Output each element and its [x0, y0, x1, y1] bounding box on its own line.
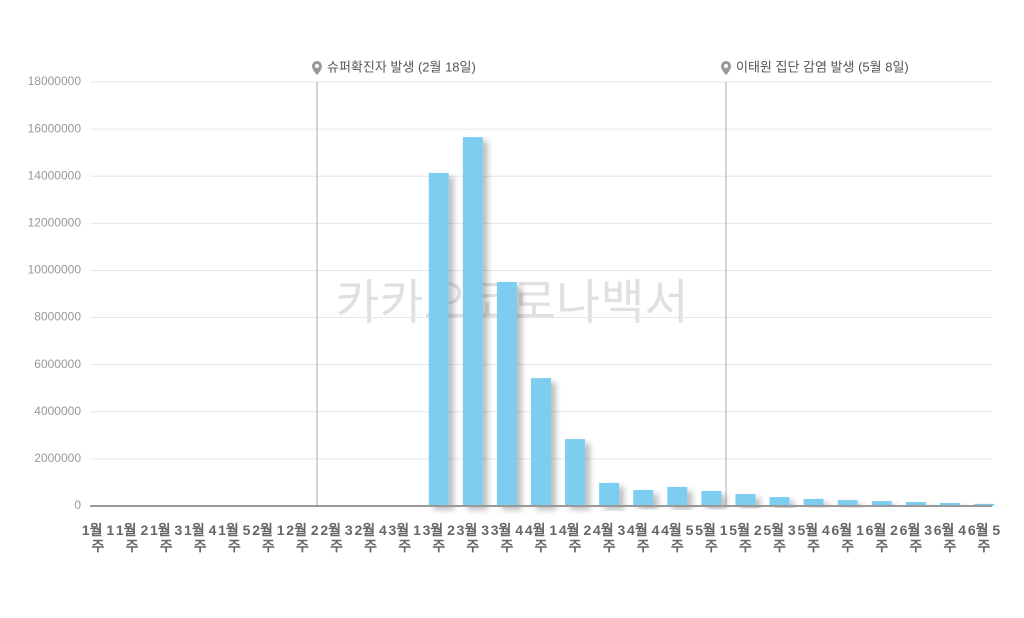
y-tick-label: 4000000 — [34, 404, 81, 418]
annotation-text: 슈퍼확진자 발생 (2월 18일) — [327, 59, 476, 74]
x-tick-label: 2월 2주 — [286, 522, 319, 554]
x-tick-label: 6월 4주 — [933, 522, 967, 554]
bar — [837, 500, 858, 506]
bar — [565, 439, 586, 506]
bar — [803, 498, 824, 506]
annotation-marker — [721, 61, 731, 75]
y-tick-label: 2000000 — [34, 451, 81, 465]
bar — [905, 501, 926, 506]
x-tick-label: 2월 1주 — [252, 522, 285, 554]
pin-dot — [315, 64, 319, 68]
x-tick-label: 5월 2주 — [729, 522, 762, 554]
x-tick-label: 3월 3주 — [456, 522, 490, 554]
x-tick-label: 6월 5주 — [967, 522, 1001, 554]
y-tick-label: 12000000 — [28, 216, 82, 230]
x-tick-label: 1월 3주 — [149, 522, 183, 554]
bar — [462, 137, 483, 506]
x-tick-label: 2월 4주 — [354, 522, 387, 554]
x-tick-label: 3월 4주 — [490, 522, 524, 554]
y-tick-label: 10000000 — [28, 263, 82, 277]
bar — [599, 482, 620, 506]
x-tick-label: 4월 3주 — [592, 522, 626, 554]
x-tick-label: 2월 3주 — [320, 522, 353, 554]
annotation-marker — [312, 61, 322, 75]
x-tick-label: 6월 3주 — [899, 522, 933, 554]
pin-dot — [724, 64, 728, 68]
x-tick-label: 5월 3주 — [763, 522, 796, 554]
x-tick-label: 1월 5주 — [218, 522, 251, 554]
y-tick-label: 8000000 — [34, 310, 81, 324]
x-tick-label: 5월 4주 — [797, 522, 830, 554]
y-tick-label: 18000000 — [28, 74, 82, 88]
x-tick-label: 4월 5주 — [661, 522, 694, 554]
x-tick-label: 4월 4주 — [627, 522, 660, 554]
bar — [496, 281, 517, 506]
x-tick-label: 1월 1주 — [81, 522, 115, 554]
annotation-text: 이태원 집단 감염 발생 (5월 8일) — [736, 59, 909, 74]
bar — [769, 497, 790, 506]
x-tick-label: 1월 4주 — [184, 522, 217, 554]
bar — [871, 501, 892, 506]
y-tick-label: 14000000 — [28, 168, 82, 182]
bar — [531, 378, 551, 506]
bar — [633, 489, 654, 506]
y-tick-label: 6000000 — [34, 357, 81, 371]
x-tick-label: 6월 2주 — [865, 522, 898, 554]
bar — [939, 502, 960, 506]
x-tick-label: 3월 1주 — [388, 522, 421, 554]
y-tick-label: 0 — [74, 498, 81, 512]
x-tick-label: 3월 2주 — [422, 522, 455, 554]
bar — [974, 503, 994, 506]
x-tick-label: 1월 2주 — [115, 522, 149, 554]
bar — [701, 490, 722, 506]
x-tick-label: 4월 2주 — [558, 522, 592, 554]
y-tick-label: 16000000 — [28, 121, 82, 135]
bar — [428, 172, 449, 506]
bar — [667, 486, 688, 506]
bar — [735, 493, 756, 506]
x-tick-label: 4월 1주 — [524, 522, 558, 554]
x-tick-label: 5월 1주 — [695, 522, 728, 554]
x-tick-label: 6월 1주 — [831, 522, 864, 554]
